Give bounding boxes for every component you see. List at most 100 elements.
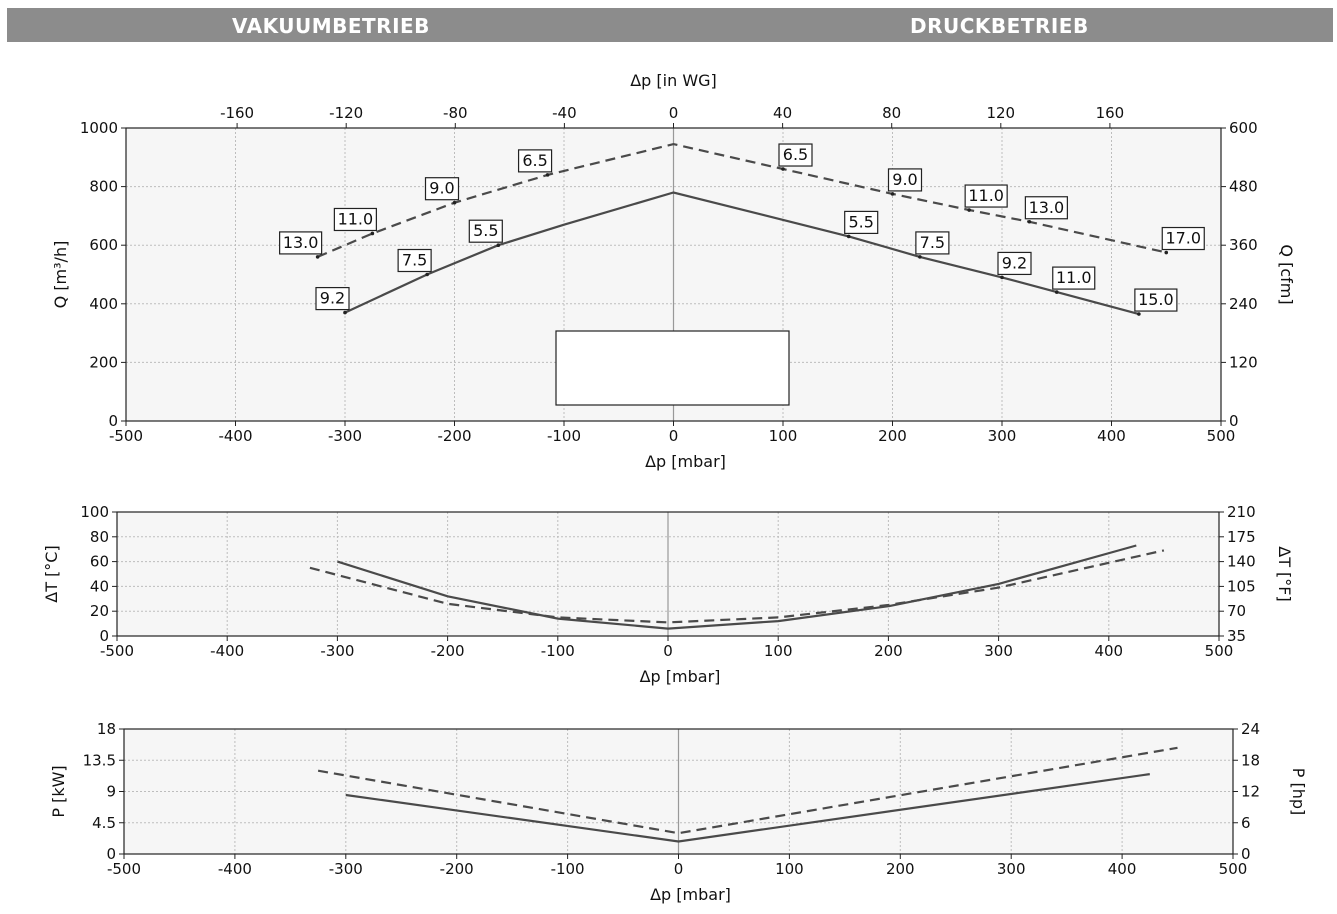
top-tick-label: 80 (882, 104, 901, 122)
top-tick-label: -40 (552, 104, 577, 122)
data-label: 6.5 (522, 151, 547, 170)
data-label: 11.0 (338, 209, 374, 228)
y2-tick-label: 6 (1241, 814, 1251, 832)
series-line-dashed (317, 142, 1167, 258)
x-tick-label: -500 (109, 427, 143, 445)
y-tick-label: 4.5 (92, 814, 116, 832)
y-tick-label: 1000 (80, 119, 118, 137)
top-tick-label: 160 (1096, 104, 1125, 122)
y2-tick-label: 175 (1227, 528, 1256, 546)
x-axis-label: Δp [mbar] (650, 885, 731, 904)
data-label-box (997, 251, 1032, 276)
x-tick-label: -100 (551, 860, 585, 878)
header-bar (7, 8, 1333, 42)
data-label: 17.0 (1165, 229, 1201, 248)
data-point (1137, 312, 1141, 316)
y-axis-label: P [kW] (49, 765, 68, 817)
data-label: 5.5 (473, 221, 498, 240)
y2-tick-label: 480 (1229, 178, 1258, 196)
x-tick-label: 100 (775, 860, 804, 878)
x-axis-label: Δp [mbar] (645, 452, 726, 471)
data-label-box (1052, 266, 1096, 290)
y2-tick-label: 18 (1241, 751, 1260, 769)
chart-temperature: -500 -400 -300 -200 -100 0 100 200 300 400 500 0 20 4… (42, 503, 1294, 686)
x-tick-label: 0 (663, 642, 673, 660)
y2-tick-label: 0 (1229, 412, 1239, 430)
data-point (1164, 250, 1169, 255)
x-tick-label: 500 (1219, 860, 1248, 878)
data-label-box (887, 168, 923, 192)
x-tick-label: 100 (764, 642, 793, 660)
data-label: 6.5 (783, 145, 808, 164)
data-point (452, 200, 457, 205)
x-tick-label: -400 (218, 860, 252, 878)
data-label: 5.5 (848, 212, 873, 231)
y-tick-label: 80 (90, 528, 109, 546)
x-tick-label: 500 (1205, 642, 1234, 660)
chart-flow: -500 -400 -300 -200 -100 0 100 200 300 400 5000200… (51, 71, 1296, 471)
top-tick-label: -160 (220, 104, 254, 122)
x-tick-label: 400 (1094, 642, 1123, 660)
data-label: 15.0 (1138, 290, 1174, 309)
data-point (425, 272, 429, 277)
y-tick-label: 20 (90, 602, 109, 620)
x-tick-label: -400 (218, 427, 252, 445)
x-axis-label: Δp [mbar] (640, 667, 721, 686)
y2-axis-label: P [hp] (1289, 768, 1308, 816)
y-tick-label: 800 (89, 178, 118, 196)
y2-tick-label: 600 (1229, 119, 1258, 137)
top-axis-label: Δp [in WG] (630, 71, 717, 90)
y-tick-label: 0 (106, 845, 116, 863)
x-tick-label: -400 (210, 642, 244, 660)
data-label: 9.2 (1002, 253, 1027, 272)
y2-axis-label: Q [cfm] (1277, 244, 1296, 304)
x-tick-label: -100 (541, 642, 575, 660)
x-tick-label: 300 (997, 860, 1026, 878)
data-label: 9.0 (892, 170, 917, 189)
x-tick-label: -300 (320, 642, 354, 660)
data-label: 7.5 (920, 233, 945, 252)
top-tick-label: -80 (443, 104, 468, 122)
y-tick-label: 0 (99, 627, 109, 645)
x-tick-label: -300 (328, 427, 362, 445)
y-axis-label: Q [m³/h] (51, 241, 70, 309)
data-label: 11.0 (1056, 268, 1092, 287)
top-tick-label: 0 (669, 104, 679, 122)
y2-tick-label: 35 (1227, 627, 1246, 645)
x-tick-label: -200 (440, 860, 474, 878)
top-tick-label: 120 (986, 104, 1015, 122)
vakuumbetrieb-title: VAKUUMBETRIEB (232, 14, 430, 38)
data-label-box (778, 143, 813, 167)
x-tick-label: 200 (886, 860, 915, 878)
x-tick-label: -500 (107, 860, 141, 878)
data-label-box (915, 231, 950, 255)
data-label: 13.0 (1029, 198, 1065, 217)
y-tick-label: 400 (89, 295, 118, 313)
druckbetrieb-title: DRUCKBETRIEB (910, 14, 1089, 38)
data-label-box (468, 219, 503, 243)
data-label-box (424, 177, 460, 201)
series-line-solid (337, 544, 1137, 630)
x-tick-label: 300 (988, 427, 1017, 445)
y-tick-label: 9 (106, 783, 116, 801)
y2-tick-label: 12 (1241, 783, 1260, 801)
series-line-dashed (309, 549, 1165, 624)
y2-tick-label: 120 (1229, 353, 1258, 371)
x-tick-label: -300 (329, 860, 363, 878)
series-line-solid (344, 191, 1140, 316)
y-tick-label: 600 (89, 236, 118, 254)
y2-tick-label: 140 (1227, 553, 1256, 571)
y2-tick-label: 24 (1241, 720, 1260, 738)
y-tick-label: 60 (90, 553, 109, 571)
top-tick-label: -120 (329, 104, 363, 122)
y2-tick-label: 240 (1229, 295, 1258, 313)
y2-tick-label: 0 (1241, 845, 1251, 863)
x-tick-label: 200 (878, 427, 907, 445)
series-line-solid (345, 773, 1150, 843)
x-tick-label: 200 (874, 642, 903, 660)
x-tick-label: 500 (1207, 427, 1236, 445)
data-point (1000, 275, 1004, 280)
data-point (343, 310, 347, 315)
data-point (496, 243, 501, 247)
